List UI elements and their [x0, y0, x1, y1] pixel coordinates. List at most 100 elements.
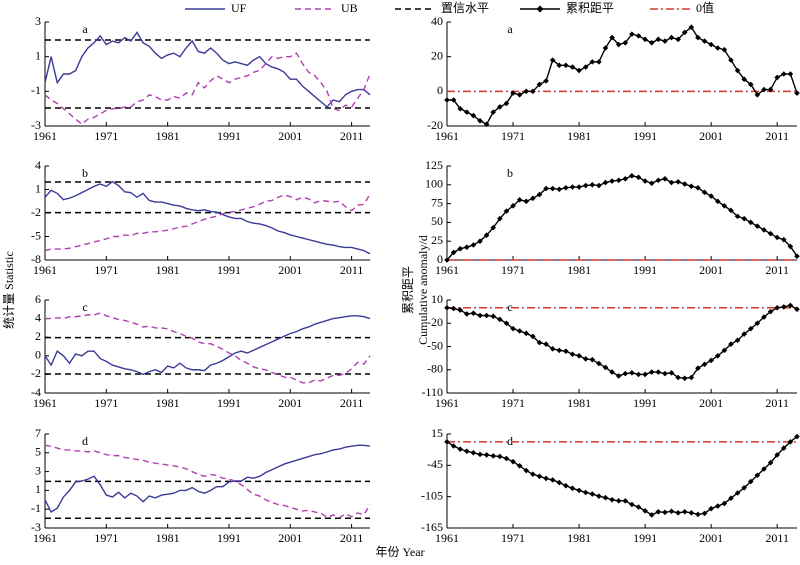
data-point [655, 177, 662, 184]
data-point [483, 121, 490, 128]
x-tick-label: 2001 [278, 129, 302, 143]
series-line [447, 26, 798, 126]
data-point [530, 88, 536, 95]
data-point [675, 36, 681, 43]
data-point [747, 219, 754, 226]
panel-label: a [507, 22, 513, 36]
data-point [483, 452, 490, 458]
data-point [477, 238, 483, 244]
data-point [444, 439, 450, 445]
data-point [728, 207, 734, 214]
data-point [470, 450, 477, 456]
data-point [582, 64, 589, 70]
data-point [596, 493, 602, 499]
data-point [549, 346, 556, 352]
data-point [510, 325, 516, 332]
data-point [695, 185, 701, 191]
data-point [503, 208, 510, 214]
y-tick-label: 0 [437, 252, 443, 266]
panel-label: d [507, 434, 513, 448]
data-point [543, 341, 549, 347]
data-point [648, 180, 655, 187]
x-tick-label: 1961 [33, 263, 57, 277]
data-point [708, 193, 714, 199]
data-point [457, 245, 464, 252]
data-point [708, 505, 714, 512]
x-tick-label: 1971 [501, 129, 525, 143]
data-point [635, 371, 642, 378]
y-tick-label: 20 [431, 48, 443, 62]
data-point [708, 41, 714, 48]
y-tick-label: 0 [35, 348, 41, 362]
data-point [609, 369, 615, 375]
y-tick-label: 10 [431, 292, 443, 306]
data-point [648, 369, 655, 375]
data-point [490, 224, 497, 231]
y-axis-label-right: 累积距平 [401, 266, 415, 314]
x-tick-label: 1991 [217, 263, 241, 277]
data-point [714, 353, 721, 359]
data-point [516, 92, 523, 98]
y-tick-label: -1 [31, 501, 41, 515]
y-tick-label: 2 [35, 329, 41, 343]
data-point [721, 203, 728, 209]
x-tick-label: 2001 [278, 531, 302, 545]
data-point [576, 487, 582, 494]
x-tick-label: 2001 [278, 396, 302, 410]
x-tick-label: 2011 [765, 396, 789, 410]
data-point [450, 305, 457, 312]
data-point [728, 57, 734, 63]
data-point [642, 507, 648, 514]
y-tick-label: -1 [31, 83, 41, 97]
data-point [490, 109, 497, 115]
data-point [629, 172, 635, 179]
y-tick-label: 100 [425, 177, 443, 191]
data-point [688, 183, 695, 190]
data-point [741, 76, 747, 82]
data-point [444, 304, 450, 311]
data-point [675, 510, 681, 516]
data-point [516, 328, 523, 334]
data-point [569, 184, 576, 190]
data-point [497, 215, 503, 222]
data-point [563, 482, 569, 489]
data-point [490, 453, 497, 459]
data-point [761, 86, 767, 93]
data-point [708, 357, 714, 364]
y-tick-label: 75 [431, 195, 443, 209]
data-point [747, 478, 754, 485]
data-point [602, 45, 609, 51]
data-point [576, 67, 582, 74]
x-tick-label: 1981 [567, 129, 591, 143]
y-tick-label: -80 [427, 362, 443, 376]
data-point [741, 215, 747, 222]
data-point [549, 57, 556, 63]
y-tick-label: -20 [427, 315, 443, 329]
data-point [530, 471, 536, 478]
data-point [490, 313, 497, 320]
series-line [44, 31, 371, 108]
data-point [503, 100, 510, 107]
x-tick-label: 1961 [435, 129, 459, 143]
y-tick-label: 5 [35, 445, 41, 459]
data-point [714, 45, 721, 51]
data-point [450, 249, 457, 256]
x-tick-label: 1961 [33, 531, 57, 545]
series-line [446, 436, 798, 516]
y-tick-label: -110 [421, 385, 443, 399]
data-point [543, 185, 549, 192]
data-point [615, 498, 622, 504]
data-point [556, 479, 563, 486]
data-point [622, 498, 629, 504]
data-point [530, 195, 536, 202]
data-point [780, 445, 787, 451]
data-point [734, 213, 741, 220]
data-point [648, 512, 655, 518]
data-point [681, 509, 688, 515]
data-point [734, 337, 741, 344]
data-point [761, 466, 767, 472]
data-point [721, 46, 728, 53]
x-tick-label: 1981 [567, 396, 591, 410]
x-tick-label: 1991 [633, 263, 657, 277]
